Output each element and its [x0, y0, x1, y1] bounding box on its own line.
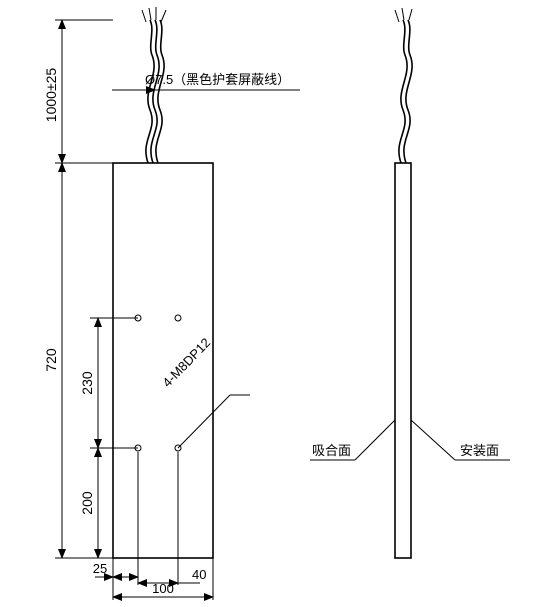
dim-offset25-text: 25 [93, 561, 107, 576]
drawing-canvas: 1000±25 720 230 200 25 40 100 Ø7. [0, 0, 535, 607]
dim-total100-text: 100 [152, 581, 174, 596]
callout-suction-face: 吸合面 [310, 420, 395, 460]
dim-span-upper-text: 230 [79, 371, 95, 395]
callout-mount-face-text: 安装面 [460, 443, 499, 458]
callout-wire-spec: Ø7.5（黑色护套屏蔽线） [112, 72, 300, 90]
wire-right [395, 8, 412, 163]
callout-suction-face-text: 吸合面 [312, 443, 351, 458]
callout-mount-face: 安装面 [411, 420, 510, 460]
left-view: 1000±25 720 230 200 25 40 100 Ø7. [43, 7, 300, 600]
side-body-outline [395, 163, 411, 558]
dim-span-lower-text: 200 [79, 491, 95, 515]
right-view: 吸合面 安装面 [310, 8, 510, 558]
callout-wire-spec-text: Ø7.5（黑色护套屏蔽线） [145, 72, 290, 87]
dim-body-height-text: 720 [43, 348, 59, 372]
dim-inner40-text: 40 [192, 567, 206, 582]
dim-wire-length-text: 1000±25 [43, 68, 59, 123]
